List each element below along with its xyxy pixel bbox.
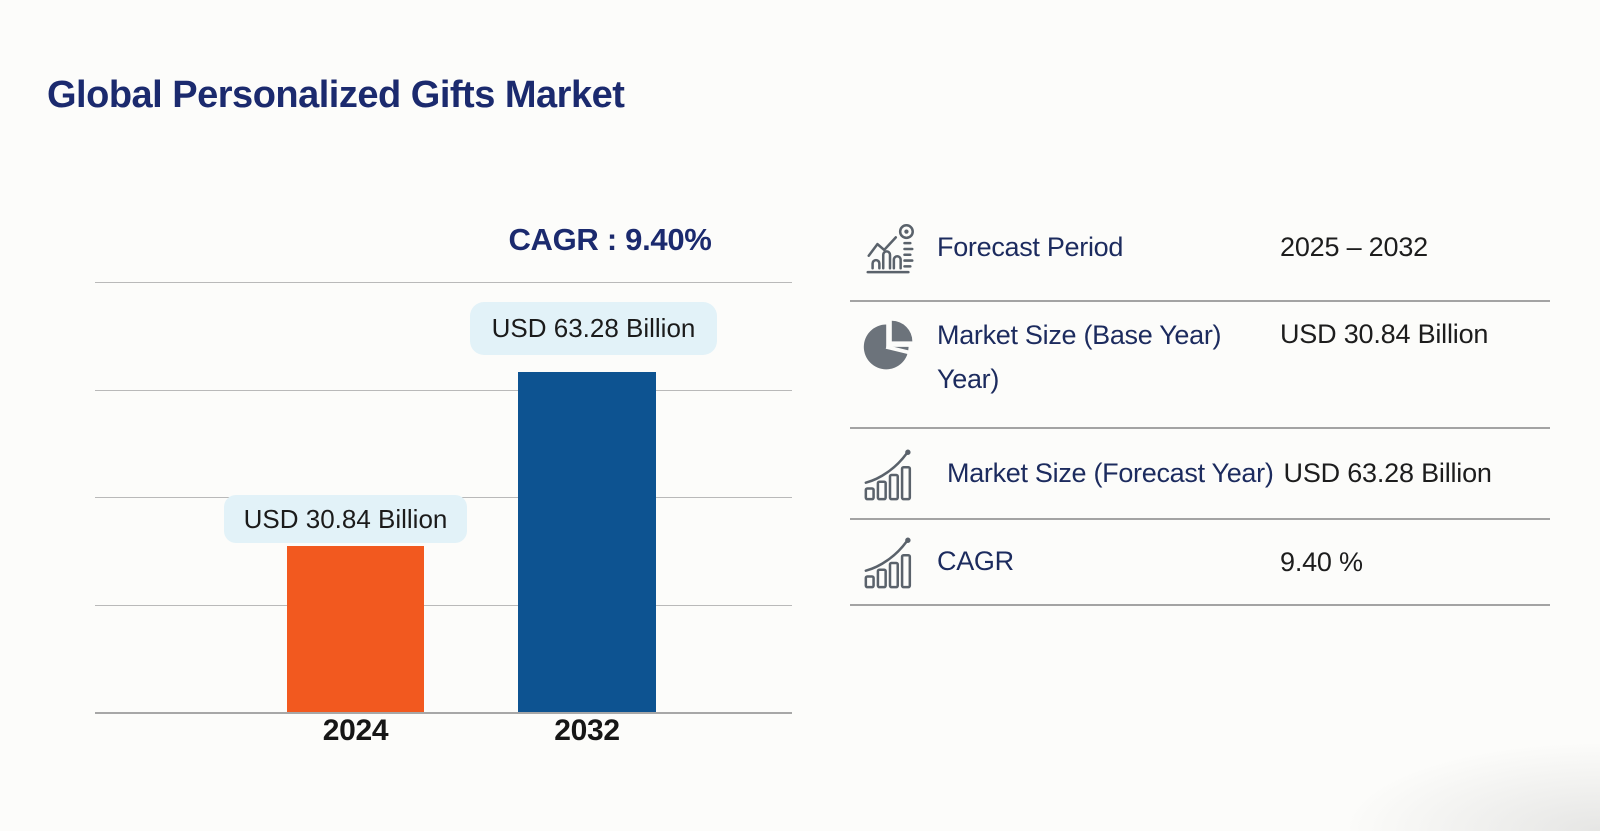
row-label: Forecast Period [937,231,1124,262]
table-row-market-size-forecast: Market Size (Forecast Year) USD 63.28 Bi… [850,429,1550,520]
corner-shade [1340,741,1600,831]
row-value: USD 63.28 Billion [1283,458,1492,488]
value-label-2032-text: USD 63.28 Billion [491,313,696,343]
plot-area [95,282,792,714]
row-label: Market Size (Forecast Year) [947,457,1274,488]
row-label: CAGR [937,546,1014,577]
table-row-market-size-base: Market Size (Base Year) Year) USD 30.84 … [850,302,1550,429]
table-row-cagr: CAGR 9.40 % [850,520,1550,606]
row-value: 2025 – 2032 [1280,232,1428,262]
table-row-forecast-period: Forecast Period 2025 – 2032 [850,195,1550,302]
growth-chart-icon [850,445,937,503]
cagr-annotation: CAGR : 9.40% [508,222,712,257]
bar-2024 [287,546,424,712]
value-label-2024-text: USD 30.84 Billion [243,503,448,534]
row-value: 9.40 % [1280,546,1363,577]
x-axis-label-2032: 2032 [554,714,620,747]
row-label: Market Size (Base Year) Year) [937,320,1222,394]
bar-2032 [518,371,656,712]
value-label-2032: USD 63.28 Billion [470,302,717,355]
forecast-period-icon [850,219,937,277]
info-table: Forecast Period 2025 – 2032 Market Size … [850,195,1550,606]
row-value: USD 30.84 Billion [1280,319,1489,349]
growth-chart-icon [850,533,937,591]
value-label-2024: USD 30.84 Billion [224,469,467,543]
x-axis-label-2024: 2024 [322,714,389,747]
page-title: Global Personalized Gifts Market [47,74,625,116]
pie-chart-icon [850,314,937,374]
